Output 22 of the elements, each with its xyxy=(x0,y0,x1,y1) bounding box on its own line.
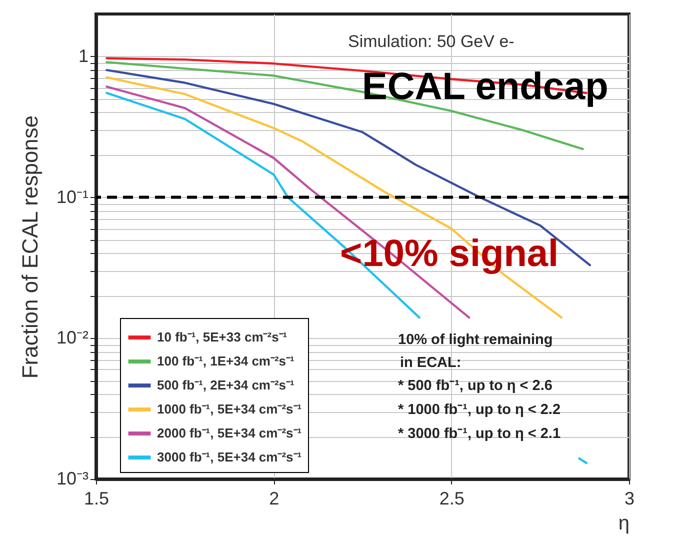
x-tick-label: 3 xyxy=(624,488,635,508)
y-tick-label: 1 xyxy=(78,46,88,66)
x-axis-title: η xyxy=(618,512,630,534)
x-tick-label: 2 xyxy=(269,488,280,508)
x-tick-label: 1.5 xyxy=(84,488,110,508)
legend-label: 3000 fb⁻¹, 5E+34 cm⁻²s⁻¹ xyxy=(157,450,302,464)
y-tick-label: 10⁻¹ xyxy=(56,186,89,207)
annotation: in ECAL: xyxy=(400,355,462,371)
x-tick-label: 2.5 xyxy=(439,488,464,508)
annotation: * 3000 fb⁻¹, up to η < 2.1 xyxy=(398,426,561,442)
annotation: * 1000 fb⁻¹, up to η < 2.2 xyxy=(398,402,561,418)
legend-label: 10 fb⁻¹, 5E+33 cm⁻²s⁻¹ xyxy=(157,330,288,344)
annotation: * 500 fb⁻¹, up to η < 2.6 xyxy=(398,378,552,394)
y-axis-title: Fraction of ECAL response xyxy=(17,115,42,379)
legend-label: 2000 fb⁻¹, 5E+34 cm⁻²s⁻¹ xyxy=(157,426,302,440)
legend-label: 100 fb⁻¹, 1E+34 cm⁻²s⁻¹ xyxy=(157,354,294,368)
y-tick-label: 10⁻³ xyxy=(56,468,89,488)
annotation: 10% of light remaining xyxy=(398,332,553,348)
annotation: Simulation: 50 GeV e- xyxy=(348,32,514,51)
legend-label: 500 fb⁻¹, 2E+34 cm⁻²s⁻¹ xyxy=(157,378,294,392)
legend-label: 1000 fb⁻¹, 5E+34 cm⁻²s⁻¹ xyxy=(157,402,302,416)
y-tick-label: 10⁻² xyxy=(56,328,89,348)
